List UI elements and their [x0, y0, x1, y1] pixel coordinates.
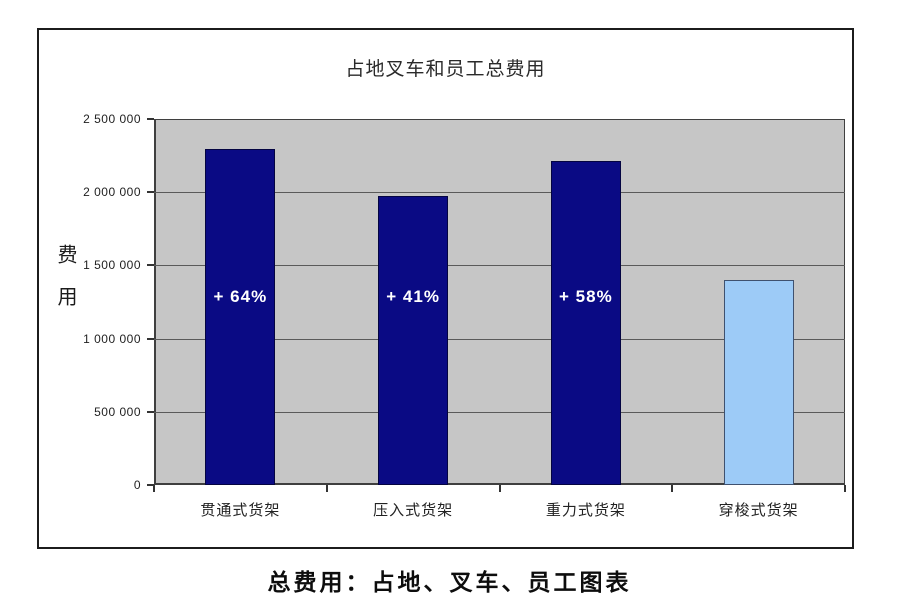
x-category-label: 重力式货架 — [545, 502, 626, 519]
y-tick-label: 2 000 000 — [83, 185, 141, 200]
y-tick-mark — [147, 118, 154, 120]
gridline — [154, 338, 845, 340]
bar-value-label: + 58% — [559, 287, 613, 306]
chart-title: 占地叉车和员工总费用 — [345, 59, 546, 80]
bar-value-label: + 64% — [213, 287, 268, 306]
y-tick-label: 1 500 000 — [83, 258, 141, 273]
y-tick-mark — [147, 191, 154, 194]
bar — [550, 161, 621, 485]
gridline — [154, 192, 845, 194]
gridline — [154, 265, 845, 267]
x-tick-mark — [671, 485, 674, 492]
x-category-label: 穿梭式货架 — [718, 502, 799, 519]
y-tick-label: 1 000 000 — [83, 331, 141, 346]
y-tick-mark — [147, 484, 154, 486]
y-tick-mark — [147, 264, 154, 267]
bar — [378, 196, 449, 485]
x-category-label: 压入式货架 — [373, 502, 454, 519]
y-tick-label: 2 500 000 — [83, 112, 141, 126]
y-tick-mark — [147, 410, 154, 413]
x-tick-mark — [325, 485, 328, 492]
y-tick-label: 500 000 — [94, 404, 141, 419]
x-tick-mark — [498, 485, 501, 492]
x-category-label: 贯通式货架 — [200, 502, 281, 519]
chart-frame: 占地叉车和员工总费用 费用 0 500 000 1 000 000 1 500 000… — [37, 28, 854, 549]
chart-caption: 总费用：占地、叉车、员工图表 — [267, 570, 632, 595]
y-axis-label: 费用 — [54, 244, 76, 328]
gridline — [154, 411, 845, 413]
bar — [205, 148, 276, 485]
y-tick-label: 0 — [133, 478, 141, 492]
bar-value-label: + 41% — [386, 287, 440, 306]
x-tick-mark — [844, 485, 846, 492]
bar — [723, 280, 794, 485]
y-tick-mark — [147, 337, 154, 340]
x-tick-mark — [153, 485, 155, 492]
